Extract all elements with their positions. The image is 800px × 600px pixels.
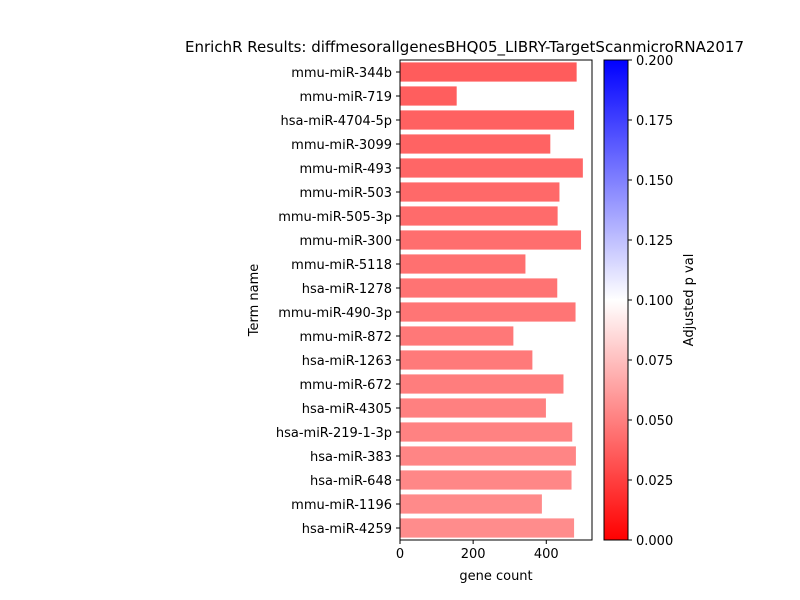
colorbar-label: Adjusted p val: [682, 254, 697, 347]
y-tick-label: hsa-miR-4305: [302, 402, 392, 417]
bar: [400, 110, 575, 130]
x-ticks-group: 0 200 400: [396, 540, 559, 562]
bar: [400, 350, 533, 370]
y-tick-label: hsa-miR-1278: [302, 282, 392, 297]
bar: [400, 278, 558, 298]
y-ticks-group: mmu-miR-344b mmu-miR-719 hsa-miR-4704-5p mm…: [276, 66, 400, 537]
bar: [400, 326, 514, 346]
y-tick-label: hsa-miR-219-1-3p: [276, 426, 392, 441]
y-tick-label: mmu-miR-300: [299, 234, 392, 249]
colorbar-tick-label: 0.150: [636, 174, 673, 189]
bar: [400, 206, 558, 226]
y-tick-label: mmu-miR-672: [299, 378, 392, 393]
y-tick-label: mmu-miR-493: [299, 162, 392, 177]
y-tick-label: hsa-miR-383: [310, 450, 392, 465]
x-tick-label: 200: [461, 547, 486, 562]
colorbar-tick-label: 0.200: [636, 54, 673, 69]
y-tick-label: hsa-miR-4704-5p: [281, 114, 392, 129]
colorbar: [603, 59, 629, 541]
bars-group: [400, 62, 583, 538]
bar: [400, 518, 575, 538]
y-tick-label: mmu-miR-872: [299, 330, 392, 345]
bar: [400, 374, 564, 394]
y-tick-label: hsa-miR-4259: [302, 522, 392, 537]
y-tick-label: mmu-miR-719: [299, 90, 392, 105]
y-tick-label: hsa-miR-1263: [302, 354, 392, 369]
y-axis-label: Term name: [247, 264, 262, 338]
chart-title: EnrichR Results: diffmesorallgenesBHQ05_…: [185, 38, 744, 57]
bar: [400, 446, 576, 466]
plot-frame: [399, 59, 593, 541]
colorbar-tick-label: 0.175: [636, 114, 673, 129]
y-tick-label: mmu-miR-3099: [291, 138, 392, 153]
y-tick-label: mmu-miR-1196: [291, 498, 392, 513]
y-tick-label: mmu-miR-503: [299, 186, 392, 201]
colorbar-tick-label: 0.050: [636, 414, 673, 429]
bar: [400, 470, 572, 490]
bar: [400, 302, 576, 322]
y-tick-label: mmu-miR-344b: [291, 66, 392, 81]
bar: [400, 62, 577, 82]
colorbar-ticks-group: 0.000 0.025 0.050 0.075 0.100 0.125 0.150 0.175…: [628, 54, 673, 549]
colorbar-tick-label: 0.125: [636, 234, 673, 249]
bar: [400, 254, 526, 274]
y-tick-label: mmu-miR-490-3p: [278, 306, 392, 321]
bar: [400, 134, 551, 154]
bar: [400, 230, 582, 250]
bar: [400, 398, 546, 418]
colorbar-tick-label: 0.100: [636, 294, 673, 309]
x-tick-label: 0: [396, 547, 404, 562]
y-tick-label: hsa-miR-648: [310, 474, 392, 489]
colorbar-tick-label: 0.075: [636, 354, 673, 369]
x-axis-label: gene count: [459, 569, 532, 584]
bar: [400, 158, 583, 178]
x-tick-label: 400: [534, 547, 559, 562]
bar: [400, 86, 457, 106]
bar: [400, 494, 542, 514]
bar: [400, 422, 573, 442]
colorbar-tick-label: 0.025: [636, 474, 673, 489]
colorbar-tick-label: 0.000: [636, 534, 673, 549]
y-tick-label: mmu-miR-5118: [291, 258, 392, 273]
y-tick-label: mmu-miR-505-3p: [278, 210, 392, 225]
bar: [400, 182, 560, 202]
